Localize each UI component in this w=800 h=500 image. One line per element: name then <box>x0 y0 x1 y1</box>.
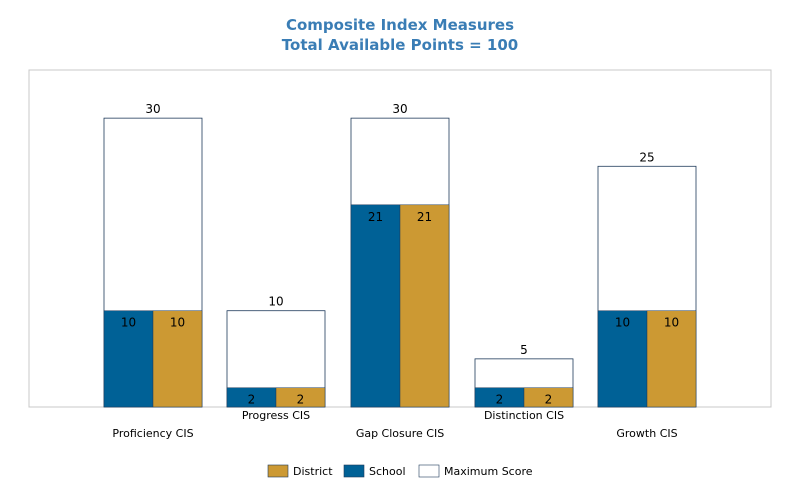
district-value-label-progress-cis: 2 <box>297 393 305 407</box>
school-bar-growth-cis <box>597 310 648 408</box>
bars-group: 30 10 10 10 2 2 30 21 21 5 2 2 25 10 10 <box>103 102 697 408</box>
max-score-label-proficiency-cis: 30 <box>145 102 160 116</box>
district-value-label-gap-closure-cis: 21 <box>417 210 432 224</box>
district-value-label-growth-cis: 10 <box>664 316 679 330</box>
school-value-label-distinction-cis: 2 <box>496 393 504 407</box>
max-score-label-distinction-cis: 5 <box>520 343 528 357</box>
district-value-label-distinction-cis: 2 <box>545 393 553 407</box>
legend-swatch-school <box>343 464 365 478</box>
school-value-label-proficiency-cis: 10 <box>121 316 136 330</box>
category-label-gap-closure-cis: Gap Closure CIS <box>356 427 444 440</box>
chart-title: Composite Index Measures <box>286 16 514 34</box>
legend-swatch-maximum-score <box>418 464 440 478</box>
category-label-growth-cis: Growth CIS <box>616 427 677 440</box>
legend-swatch-district <box>267 464 289 478</box>
district-bar-growth-cis <box>646 310 697 408</box>
category-label-distinction-cis: Distinction CIS <box>484 409 564 422</box>
category-label-proficiency-cis: Proficiency CIS <box>112 427 193 440</box>
school-value-label-progress-cis: 2 <box>248 393 256 407</box>
district-bar-progress-cis <box>275 387 326 408</box>
legend-label-school: School <box>369 465 406 478</box>
legend: District School Maximum Score <box>267 464 533 478</box>
school-value-label-gap-closure-cis: 21 <box>368 210 383 224</box>
district-bar-gap-closure-cis <box>399 204 450 408</box>
category-labels: Proficiency CIS Progress CIS Gap Closure C… <box>112 409 677 440</box>
district-bar-distinction-cis <box>523 387 574 408</box>
school-bar-gap-closure-cis <box>350 204 401 408</box>
category-label-progress-cis: Progress CIS <box>242 409 310 422</box>
district-bar-proficiency-cis <box>152 310 203 408</box>
legend-label-maximum-score: Maximum Score <box>444 465 533 478</box>
max-score-label-growth-cis: 25 <box>639 150 654 164</box>
max-score-label-progress-cis: 10 <box>268 295 283 309</box>
chart-subtitle: Total Available Points = 100 <box>282 36 518 54</box>
max-score-label-gap-closure-cis: 30 <box>392 102 407 116</box>
school-value-label-growth-cis: 10 <box>615 316 630 330</box>
district-value-label-proficiency-cis: 10 <box>170 316 185 330</box>
legend-label-district: District <box>293 465 333 478</box>
